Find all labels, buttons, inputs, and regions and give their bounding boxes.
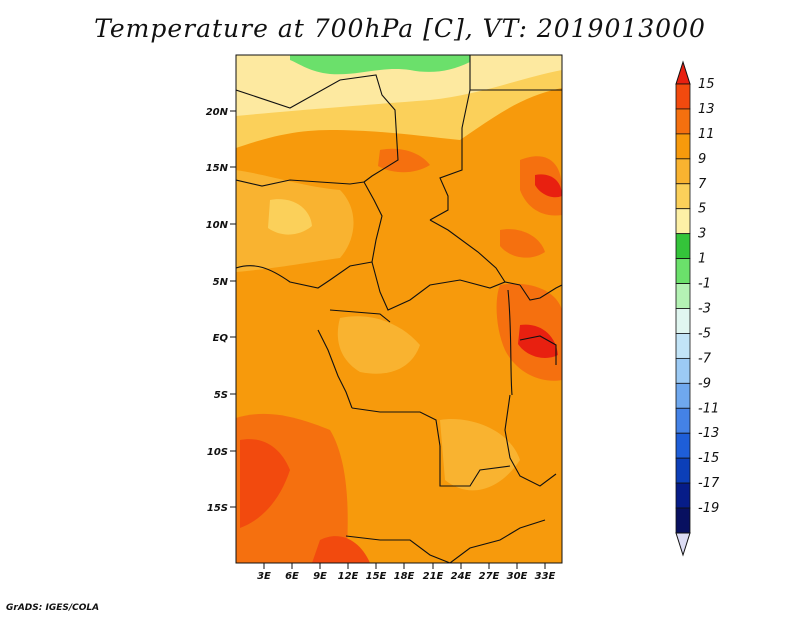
temperature-field xyxy=(236,55,562,563)
colorbar-label: 5 xyxy=(698,202,706,217)
country-borders xyxy=(236,55,562,563)
lon-label: 33E xyxy=(535,571,556,582)
colorbar-label: 11 xyxy=(698,127,715,142)
freezing-green-patch xyxy=(290,55,470,75)
colorbar-swatch xyxy=(675,158,691,185)
warm-south-edge xyxy=(312,536,370,563)
lon-label: 12E xyxy=(338,571,359,582)
colorbar-swatch xyxy=(675,507,691,534)
lon-label: 30E xyxy=(507,571,528,582)
colorbar-swatch xyxy=(675,183,691,210)
grads-credit: GrADS: IGES/COLA xyxy=(6,603,100,613)
map-title: Temperature at 700hPa [C], VT: 201901300… xyxy=(94,14,706,43)
colorbar-swatch xyxy=(675,357,691,384)
colorbar: 15 13 11 9 7 5 3 1 -1 -3 -5 -7 -9 -11 -13 -15 -17 -19 xyxy=(675,60,720,557)
colorbar-label: -1 xyxy=(698,277,711,292)
colorbar-label: -17 xyxy=(698,476,720,491)
lat-labels: 20N 15N 10N 5N EQ 5S 10S 15S xyxy=(206,107,229,514)
colorbar-label: -7 xyxy=(698,351,712,366)
lon-label: 21E xyxy=(423,571,444,582)
colorbar-label: 3 xyxy=(698,227,706,242)
colorbar-label: 1 xyxy=(698,252,706,267)
colorbar-swatch xyxy=(675,208,691,235)
lat-label: 20N xyxy=(206,107,229,118)
lat-axis xyxy=(230,110,236,508)
colorbar-swatch xyxy=(675,457,691,484)
colorbar-swatch xyxy=(675,108,691,135)
lat-label: 10N xyxy=(206,220,229,231)
lon-label: 15E xyxy=(366,571,387,582)
colorbar-label: -3 xyxy=(698,302,711,317)
colorbar-swatch xyxy=(675,382,691,409)
warm-east-core xyxy=(518,324,558,358)
map-frame xyxy=(235,54,563,564)
lon-label: 24E xyxy=(451,571,472,582)
colorbar-label: 9 xyxy=(698,152,706,167)
colorbar-label: -13 xyxy=(698,426,719,441)
colorbar-swatch xyxy=(675,432,691,459)
colorbar-label: -5 xyxy=(698,326,711,341)
yellow-patch-1 xyxy=(268,199,312,235)
warm-horn xyxy=(535,174,562,198)
colorbar-swatch xyxy=(675,482,691,509)
lat-label: 15S xyxy=(207,503,228,514)
lat-label: 10S xyxy=(207,447,228,458)
colorbar-label: 15 xyxy=(698,77,715,92)
colorbar-swatch xyxy=(675,283,691,309)
lon-axis xyxy=(263,563,546,569)
lat-label: EQ xyxy=(213,333,229,344)
colorbar-swatch xyxy=(675,233,691,260)
warm-mid-east xyxy=(500,229,545,258)
lon-labels: 3E 6E 9E 12E 15E 18E 21E 24E 27E 30E 33E xyxy=(257,571,555,582)
colorbar-bottom-arrow xyxy=(675,532,691,557)
colorbar-label: 7 xyxy=(698,177,707,192)
colorbar-swatch xyxy=(675,258,691,284)
lat-label: 5N xyxy=(213,277,229,288)
lon-label: 6E xyxy=(285,571,299,582)
colorbar-swatch xyxy=(675,133,691,160)
colorbar-swatch xyxy=(675,83,691,110)
colorbar-label: -9 xyxy=(698,376,711,391)
colorbar-swatch xyxy=(675,308,691,334)
colorbar-label: 13 xyxy=(698,102,715,117)
lon-label: 9E xyxy=(313,571,327,582)
lon-label: 3E xyxy=(257,571,271,582)
lon-label: 18E xyxy=(394,571,415,582)
lat-label: 5S xyxy=(214,390,228,401)
colorbar-top-arrow xyxy=(675,60,691,85)
colorbar-label: -11 xyxy=(698,401,719,416)
light-patch-central xyxy=(337,316,420,374)
lon-label: 27E xyxy=(479,571,500,582)
lat-label: 15N xyxy=(206,163,229,174)
colorbar-label: -15 xyxy=(698,451,719,466)
warm-sw-core xyxy=(240,439,290,528)
colorbar-swatch xyxy=(675,407,691,434)
warm-sudan xyxy=(378,148,430,173)
colorbar-swatch xyxy=(675,333,691,359)
light-patch-south xyxy=(440,419,520,491)
colorbar-label: -19 xyxy=(698,501,719,516)
